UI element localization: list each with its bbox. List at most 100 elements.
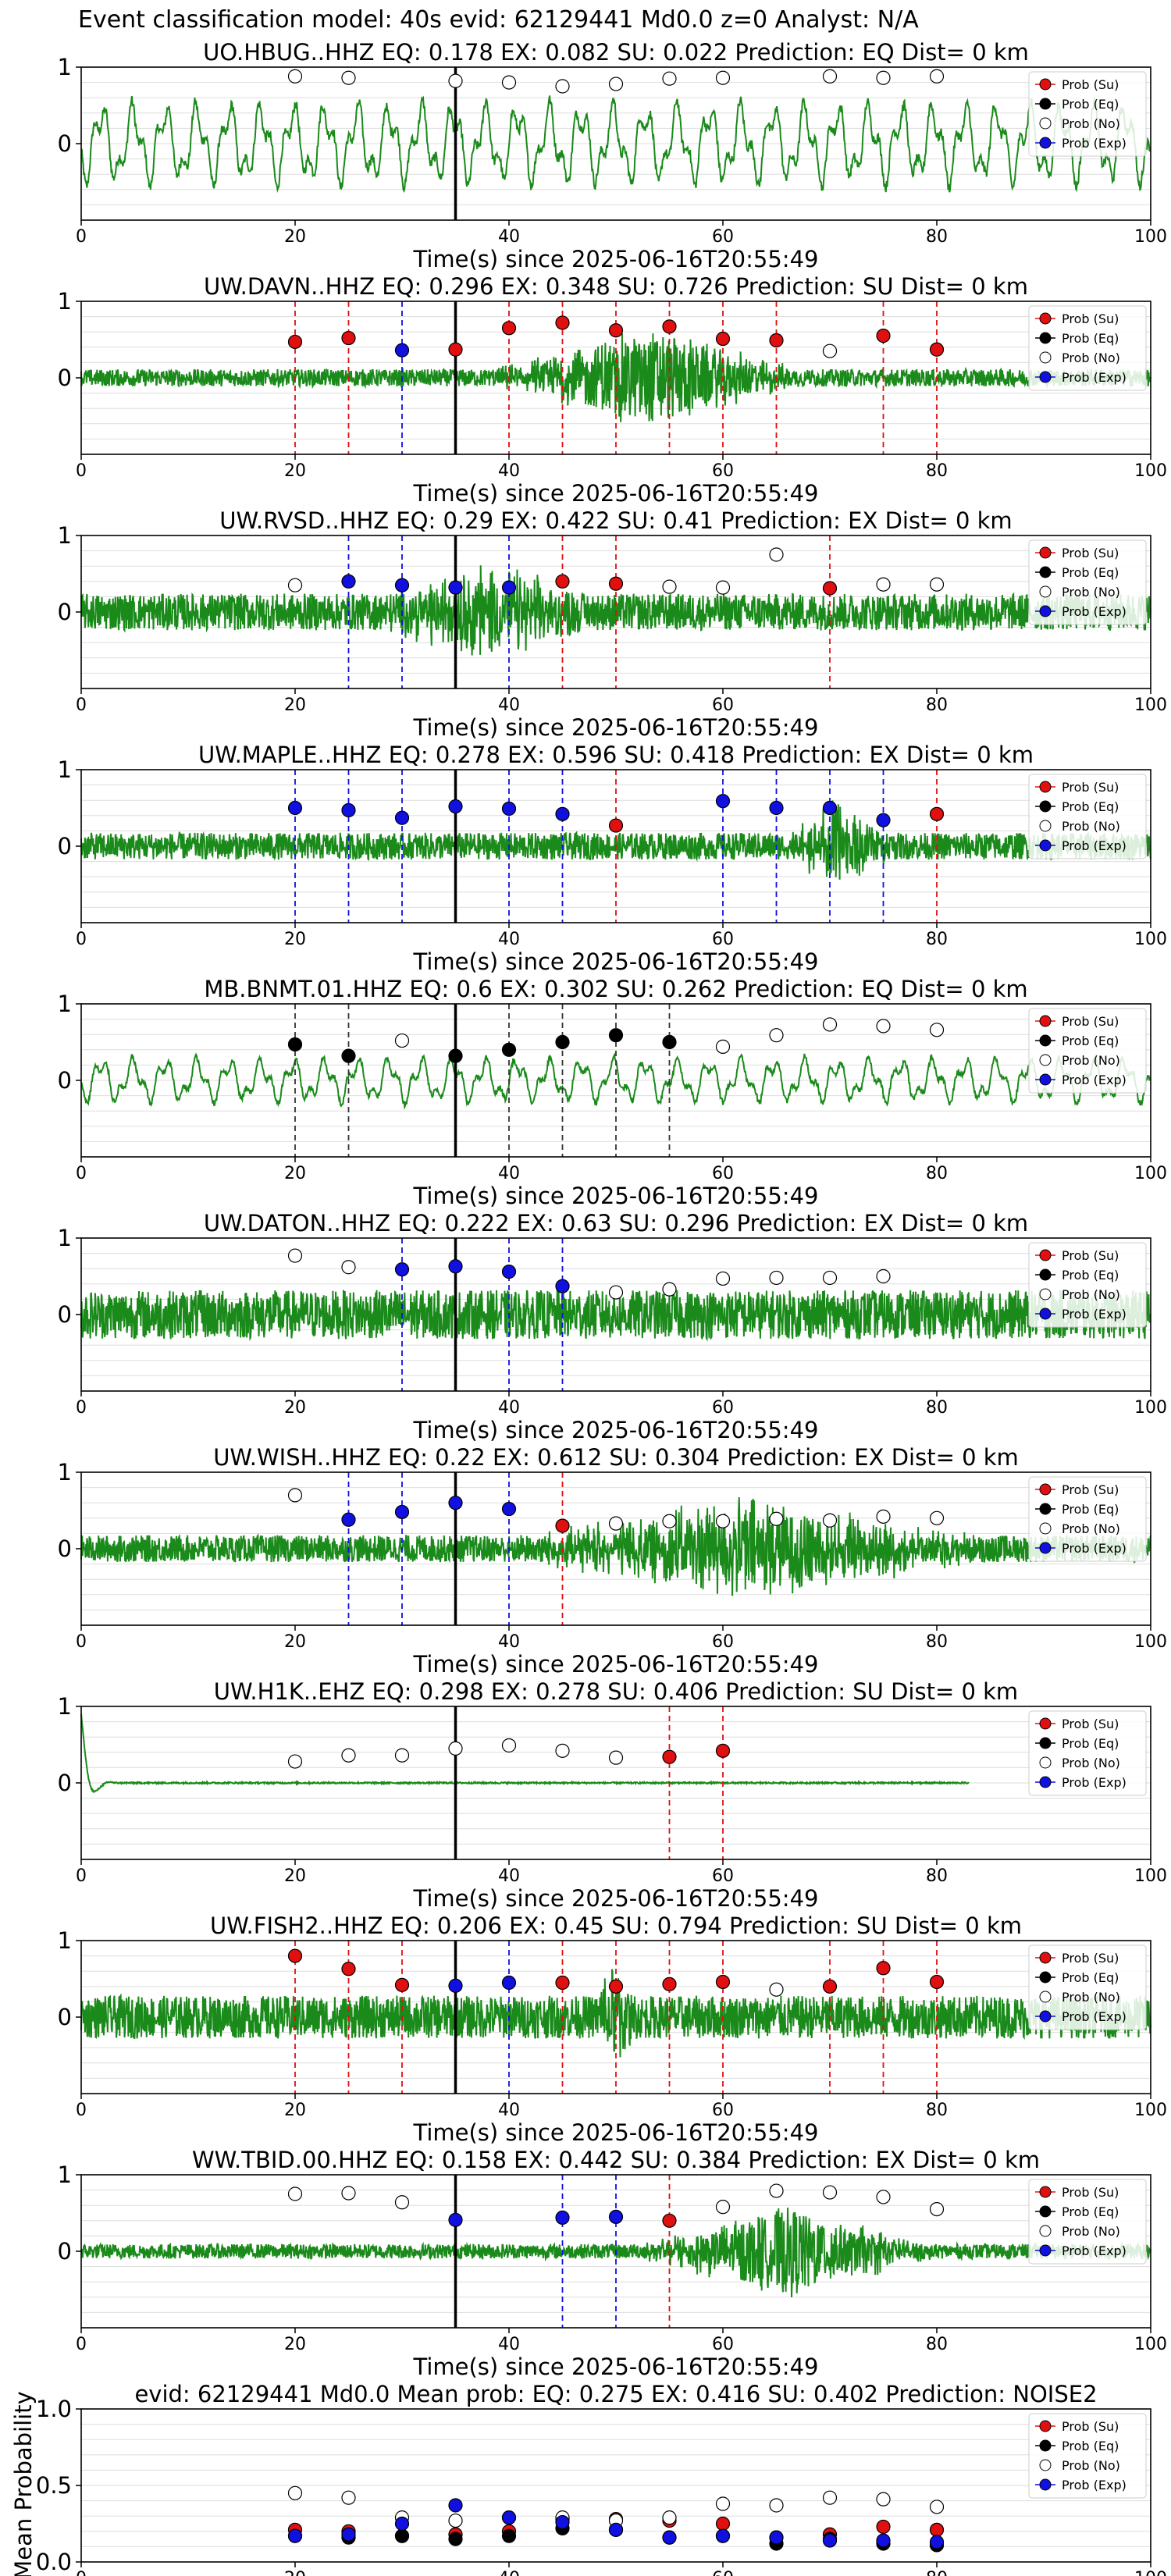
prob-marker-no bbox=[341, 1748, 356, 1763]
legend-marker bbox=[1039, 839, 1052, 852]
panel-title: UW.MAPLE..HHZ EQ: 0.278 EX: 0.596 SU: 0.… bbox=[198, 742, 1034, 768]
x-tick-label: 80 bbox=[926, 2569, 948, 2576]
mean-prob-marker-exp bbox=[715, 2528, 731, 2543]
x-tick-label: 0 bbox=[76, 930, 87, 949]
legend-item: Prob (Su) bbox=[1035, 1248, 1119, 1263]
legend-marker bbox=[1039, 1054, 1052, 1066]
x-tick-label: 40 bbox=[498, 227, 520, 247]
prob-marker-su bbox=[394, 1977, 410, 1992]
mean-prob-marker-exp bbox=[662, 2530, 677, 2545]
legend-marker bbox=[1039, 1015, 1052, 1027]
legend-item: Prob (Su) bbox=[1035, 780, 1119, 795]
x-tick-label: 100 bbox=[1134, 1164, 1167, 1183]
legend-marker bbox=[1039, 1268, 1052, 1281]
x-tick-label: 20 bbox=[284, 2335, 306, 2354]
x-tick-label: 0 bbox=[76, 2335, 87, 2354]
prob-marker-no bbox=[287, 1754, 303, 1769]
prob-marker-no bbox=[287, 2186, 303, 2201]
x-axis-label: Time(s) since 2025-06-16T20:55:49 bbox=[413, 1417, 819, 1443]
legend-item: Prob (No) bbox=[1035, 1053, 1120, 1068]
legend-label: Prob (Eq) bbox=[1062, 565, 1119, 580]
x-tick-label: 80 bbox=[926, 1632, 948, 1652]
legend-label: Prob (Exp) bbox=[1062, 1541, 1127, 1556]
legend-marker bbox=[1039, 781, 1052, 793]
legend-label: Prob (Su) bbox=[1062, 546, 1119, 560]
prob-marker-su bbox=[287, 334, 303, 350]
legend-label: Prob (Eq) bbox=[1062, 1970, 1119, 1985]
prob-marker-no bbox=[448, 1741, 463, 1756]
x-tick-label: 20 bbox=[284, 1164, 306, 1183]
prob-marker-exp bbox=[501, 1265, 517, 1279]
legend-box bbox=[1028, 539, 1147, 625]
x-tick-label: 80 bbox=[926, 2335, 948, 2354]
prob-marker-exp bbox=[341, 574, 356, 589]
x-tick-label: 0 bbox=[76, 1866, 87, 1886]
x-tick-label: 20 bbox=[284, 227, 306, 247]
prob-marker-exp bbox=[555, 2210, 570, 2225]
x-tick-label: 100 bbox=[1134, 461, 1167, 481]
prob-marker-eq bbox=[608, 1028, 624, 1043]
x-axis-label: Time(s) since 2025-06-16T20:55:49 bbox=[413, 2354, 819, 2380]
legend-item: Prob (Exp) bbox=[1035, 1541, 1127, 1556]
prob-marker-exp bbox=[555, 1279, 570, 1293]
legend-item: Prob (Exp) bbox=[1035, 2009, 1127, 2024]
y-tick-label: 1 bbox=[58, 522, 72, 549]
legend-marker bbox=[1039, 1542, 1052, 1554]
legend-label: Prob (Su) bbox=[1062, 780, 1119, 795]
legend-item: Prob (No) bbox=[1035, 1756, 1120, 1770]
legend-label: Prob (Su) bbox=[1062, 1951, 1119, 1966]
legend-item: Prob (Exp) bbox=[1035, 370, 1127, 385]
y-tick-label: 1 bbox=[58, 288, 72, 315]
legend-label: Prob (Su) bbox=[1062, 77, 1119, 92]
prob-marker-no bbox=[662, 579, 677, 594]
mean-prob-marker-exp bbox=[341, 2527, 356, 2542]
prob-marker-su bbox=[501, 321, 517, 336]
prob-marker-su bbox=[929, 342, 945, 357]
prob-marker-exp bbox=[501, 1501, 517, 1517]
x-axis-label: Time(s) since 2025-06-16T20:55:49 bbox=[413, 948, 819, 975]
prob-marker-su bbox=[715, 1743, 731, 1758]
prob-marker-no bbox=[822, 2185, 838, 2200]
mean-prob-marker-exp bbox=[876, 2533, 891, 2548]
legend-marker bbox=[1039, 1737, 1052, 1749]
prob-marker-exp bbox=[448, 799, 463, 814]
prob-marker-no bbox=[394, 2195, 410, 2210]
y-tick-label: 1 bbox=[58, 2161, 72, 2188]
prob-marker-exp bbox=[501, 801, 517, 817]
legend-item: Prob (Eq) bbox=[1035, 331, 1119, 346]
x-tick-label: 40 bbox=[498, 1398, 520, 1418]
legend-item: Prob (Exp) bbox=[1035, 2243, 1127, 2258]
x-tick-label: 40 bbox=[498, 1866, 520, 1886]
x-axis-label: Time(s) since 2025-06-16T20:55:49 bbox=[413, 480, 819, 507]
legend-label: Prob (Eq) bbox=[1062, 1034, 1119, 1048]
legend-label: Prob (Eq) bbox=[1062, 2204, 1119, 2219]
prob-marker-exp bbox=[394, 578, 410, 592]
legend-item: Prob (No) bbox=[1035, 116, 1120, 131]
legend-item: Prob (Eq) bbox=[1035, 1502, 1119, 1517]
prob-marker-su bbox=[929, 806, 945, 821]
legend-item: Prob (Exp) bbox=[1035, 1307, 1127, 1322]
prob-marker-su bbox=[876, 1961, 891, 1976]
mean-prob-marker-eq bbox=[501, 2528, 517, 2543]
prob-marker-no bbox=[715, 2200, 731, 2215]
y-tick-label: 1 bbox=[58, 991, 72, 1017]
mean-prob-marker-su bbox=[715, 2516, 731, 2532]
x-tick-label: 0 bbox=[76, 1164, 87, 1183]
prob-marker-su bbox=[555, 315, 570, 330]
prob-marker-no bbox=[715, 70, 731, 85]
panel-title: UW.DAVN..HHZ EQ: 0.296 EX: 0.348 SU: 0.7… bbox=[204, 273, 1028, 300]
legend-marker bbox=[1039, 566, 1052, 578]
legend-item: Prob (Su) bbox=[1035, 1951, 1119, 1966]
legend-marker bbox=[1039, 1522, 1052, 1535]
station-panel: UO.HBUG..HHZ EQ: 0.178 EX: 0.082 SU: 0.0… bbox=[58, 39, 1167, 272]
prob-marker-su bbox=[608, 576, 624, 591]
prob-marker-su bbox=[287, 1948, 303, 1963]
x-tick-label: 20 bbox=[284, 1398, 306, 1418]
x-tick-label: 20 bbox=[284, 1632, 306, 1652]
waveform-trace bbox=[80, 565, 1151, 656]
prob-marker-no bbox=[501, 1738, 517, 1753]
x-tick-label: 20 bbox=[284, 461, 306, 481]
legend-box bbox=[1028, 71, 1147, 157]
prob-marker-su bbox=[929, 1974, 945, 1990]
x-tick-label: 100 bbox=[1134, 2101, 1167, 2120]
